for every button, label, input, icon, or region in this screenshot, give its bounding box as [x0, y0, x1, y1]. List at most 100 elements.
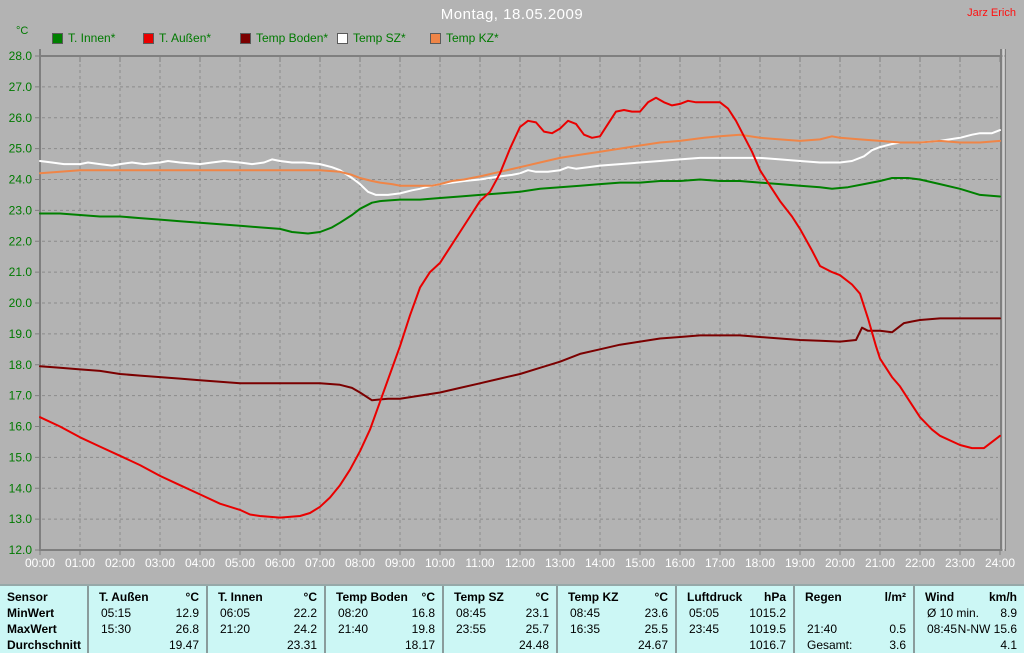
legend-label: Temp SZ* — [353, 31, 406, 45]
y-tick-label: 18.0 — [9, 358, 33, 372]
avg-time — [208, 637, 220, 653]
table-row: MinWert — [0, 605, 87, 621]
y-tick-label: 12.0 — [9, 543, 33, 557]
row-label: MinWert — [7, 606, 55, 620]
max-value: N-NW 15.6 — [957, 622, 1017, 636]
legend-label: T. Außen* — [159, 31, 212, 45]
table-row: Temp Boden °C — [326, 589, 442, 605]
series-line-t-au-en — [39, 96, 1001, 519]
table-row: Luftdruck hPa — [677, 589, 793, 605]
legend-item-temp-boden: Temp Boden* — [240, 31, 328, 45]
stats-column-temp-kz: Temp KZ °C 08:45 23.6 16:35 25.5 24.67 — [558, 586, 677, 653]
sensor-unit: °C — [654, 590, 668, 604]
avg-value: 24.67 — [637, 638, 668, 652]
min-value: 12.9 — [175, 606, 199, 620]
table-row: 23:45 1019.5 — [677, 621, 793, 637]
sensor-name: Regen — [805, 590, 842, 604]
table-row: 05:05 1015.2 — [677, 605, 793, 621]
min-time — [795, 605, 807, 621]
stats-table: Sensor MinWert MaxWert Durchschnitt T. Außen… — [0, 584, 1024, 653]
chart-legend: T. Innen* T. Außen* Temp Boden* Temp SZ* Tem… — [0, 31, 1024, 45]
x-tick-label: 19:00 — [785, 556, 815, 570]
max-time: 21:40 — [338, 622, 369, 636]
table-row: Regen l/m² — [795, 589, 913, 605]
x-tick-label: 18:00 — [745, 556, 775, 570]
legend-item-t-innen: T. Innen* — [52, 31, 115, 45]
min-time: 08:45 — [456, 606, 487, 620]
sensor-name: Temp Boden — [336, 590, 408, 604]
table-row: T. Innen °C — [208, 589, 324, 605]
table-row: 08:45 N-NW 15.6 — [915, 621, 1024, 637]
legend-swatch-temp-sz — [337, 32, 348, 44]
table-row: Durchschnitt — [0, 637, 87, 653]
sensor-name: Luftdruck — [687, 590, 743, 604]
x-tick-label: 12:00 — [505, 556, 535, 570]
table-row: T. Außen °C — [89, 589, 206, 605]
avg-time — [326, 637, 338, 653]
row-label: MaxWert — [7, 622, 57, 636]
table-row: 15:30 26.8 — [89, 621, 206, 637]
max-time: 21:20 — [220, 622, 251, 636]
min-value: 1015.2 — [749, 606, 786, 620]
max-time: 21:40 — [807, 622, 838, 636]
x-tick-label: 20:00 — [825, 556, 855, 570]
x-tick-label: 17:00 — [705, 556, 735, 570]
y-axis-unit-label: °C — [16, 25, 29, 37]
table-row: 23.31 — [208, 637, 324, 653]
sensor-unit: °C — [535, 590, 549, 604]
stats-column-t-au-en: T. Außen °C 05:15 12.9 15:30 26.8 19.47 — [89, 586, 208, 653]
table-row: 06:05 22.2 — [208, 605, 324, 621]
max-value: 1019.5 — [749, 622, 786, 636]
y-tick-label: 17.0 — [9, 389, 33, 403]
series-line-temp-kz — [39, 133, 1001, 187]
table-row: 23:55 25.7 — [444, 621, 556, 637]
stats-column-t-innen: T. Innen °C 06:05 22.2 21:20 24.2 23.31 — [208, 586, 326, 653]
avg-time: Gesamt: — [807, 638, 853, 652]
x-tick-label: 02:00 — [105, 556, 135, 570]
max-value: 24.2 — [293, 622, 317, 636]
table-row: 08:20 16.8 — [326, 605, 442, 621]
avg-value: 1016.7 — [749, 638, 786, 652]
x-tick-label: 11:00 — [465, 556, 494, 570]
min-value — [807, 605, 913, 621]
max-time: 15:30 — [101, 622, 132, 636]
x-tick-label: 10:00 — [425, 556, 455, 570]
min-time: Ø 10 min. — [927, 606, 980, 620]
y-tick-label: 26.0 — [9, 111, 33, 125]
avg-time — [89, 637, 101, 653]
y-tick-label: 15.0 — [9, 450, 33, 464]
x-tick-label: 14:00 — [585, 556, 615, 570]
table-row: 24.48 — [444, 637, 556, 653]
max-value: 25.7 — [525, 622, 549, 636]
avg-value: 3.6 — [889, 638, 906, 652]
stats-column-regen: Regen l/m² 21:40 0.5 Gesamt: 3.6 — [795, 586, 915, 653]
table-row: 05:15 12.9 — [89, 605, 206, 621]
table-row: 19.47 — [89, 637, 206, 653]
avg-value: 19.47 — [168, 638, 199, 652]
temperature-chart: 28.0 27.0 26.0 25.0 24.0 23.0 22.0 21.0 20.0 19.0… — [9, 49, 1015, 570]
table-row: MaxWert — [0, 621, 87, 637]
min-value: 22.2 — [293, 606, 317, 620]
min-time: 08:20 — [338, 606, 369, 620]
series-line-t-innen — [39, 177, 1001, 235]
sensor-name: Wind — [925, 590, 955, 604]
x-tick-label: 03:00 — [145, 556, 175, 570]
y-tick-label: 25.0 — [9, 142, 33, 156]
y-tick-label: 13.0 — [9, 512, 33, 526]
y-tick-label: 20.0 — [9, 296, 33, 310]
y-tick-label: 27.0 — [9, 80, 33, 94]
legend-swatch-temp-boden — [240, 32, 251, 44]
max-time: 16:35 — [570, 622, 601, 636]
table-row: 21:20 24.2 — [208, 621, 324, 637]
table-row: 24.67 — [558, 637, 675, 653]
table-row: Sensor — [0, 589, 87, 605]
sensor-unit: °C — [185, 590, 199, 604]
x-tick-label: 16:00 — [665, 556, 695, 570]
min-time: 05:05 — [689, 606, 720, 620]
avg-value: 23.31 — [286, 638, 317, 652]
x-tick-label: 22:00 — [905, 556, 935, 570]
sensor-name: Temp KZ — [568, 590, 619, 604]
x-tick-label: 13:00 — [545, 556, 575, 570]
x-tick-label: 07:00 — [305, 556, 335, 570]
stats-column-luftdruck: Luftdruck hPa 05:05 1015.2 23:45 1019.5 1016.7 — [677, 586, 795, 653]
